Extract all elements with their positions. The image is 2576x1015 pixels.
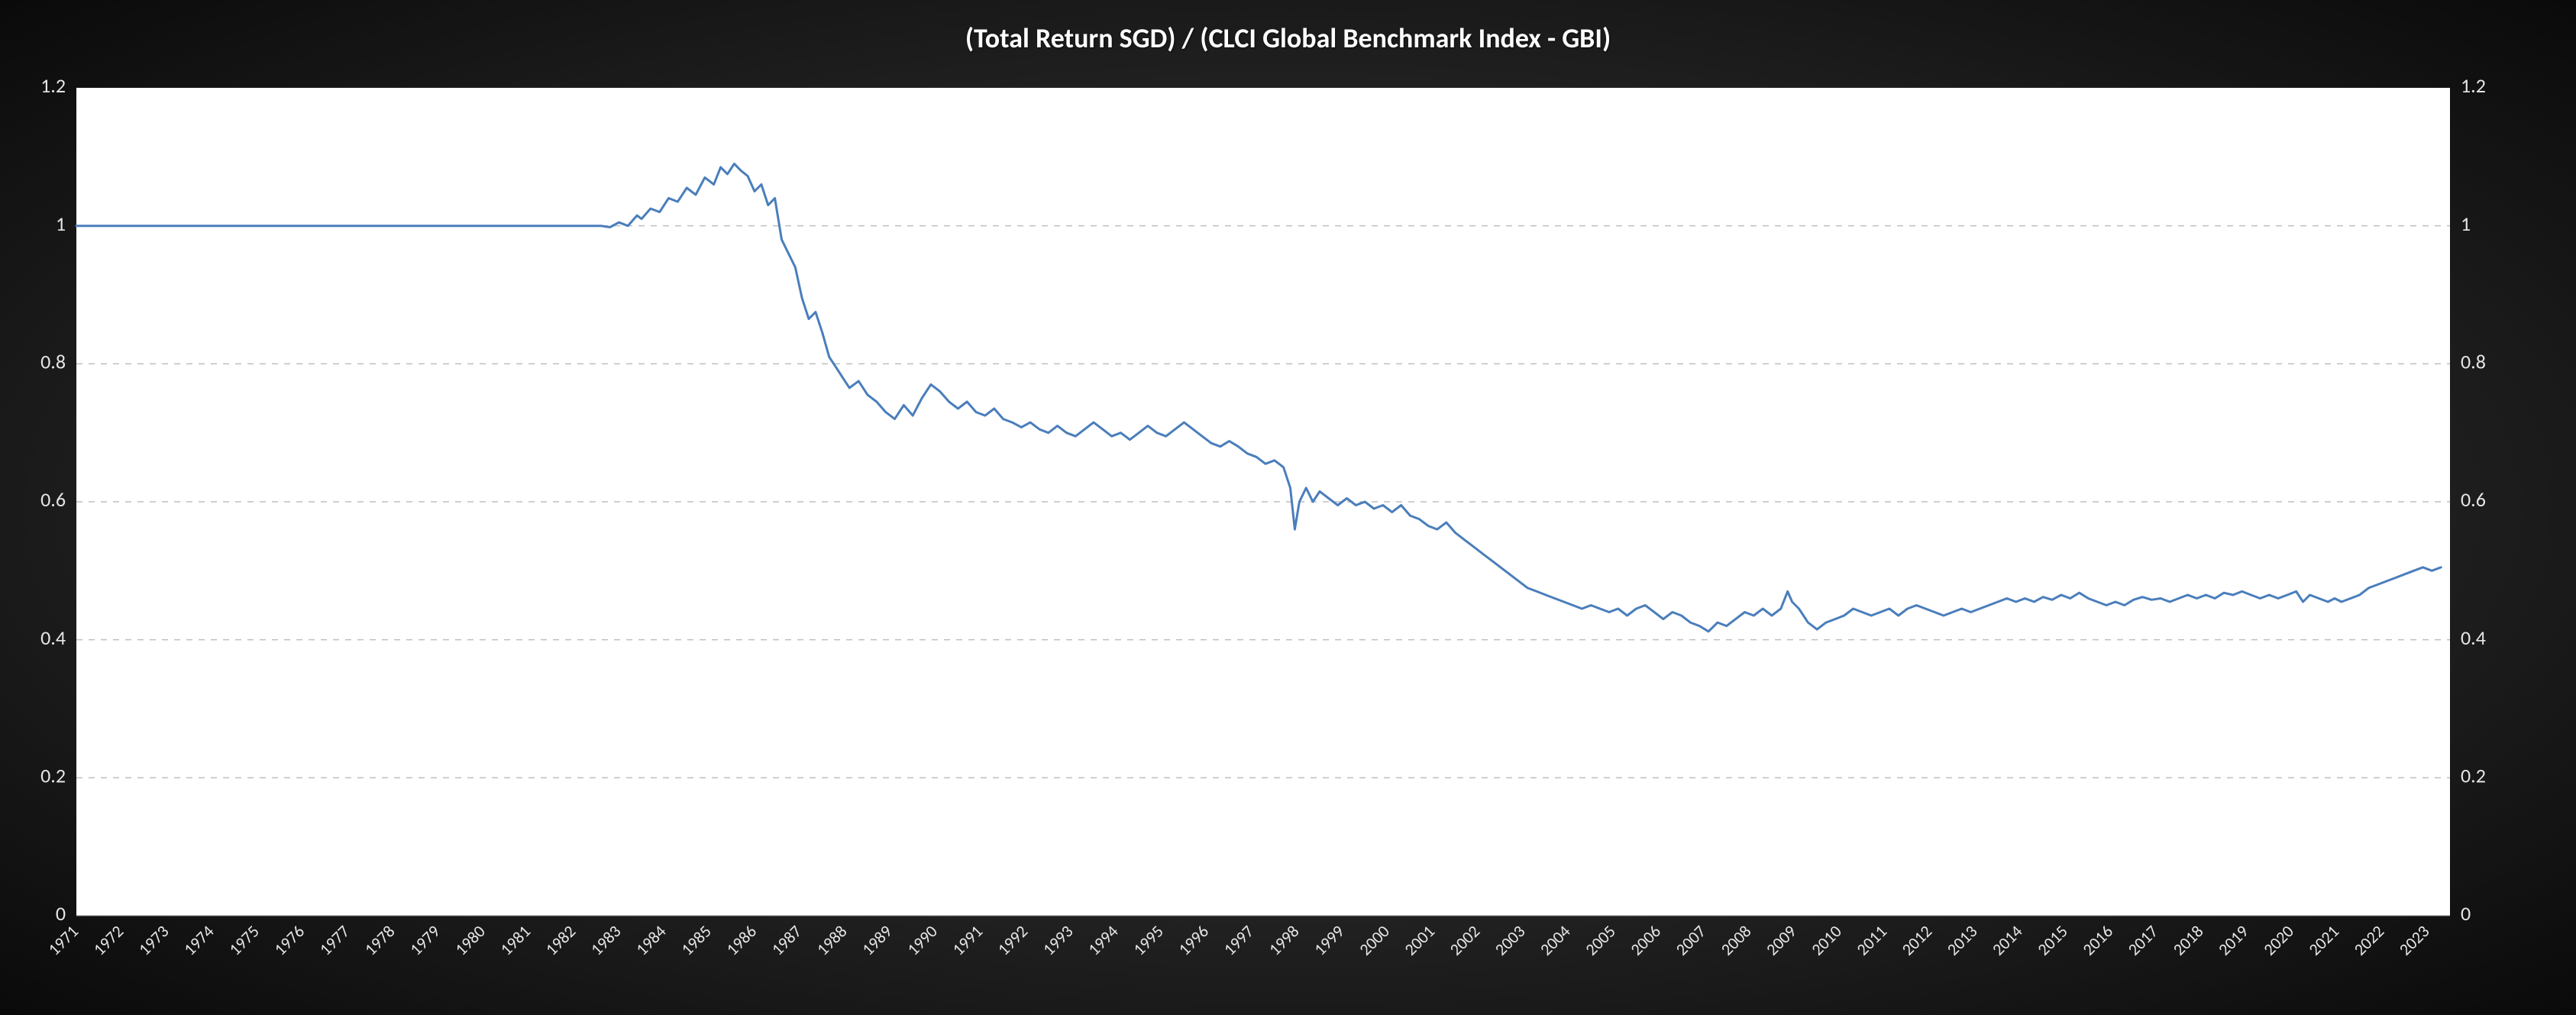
x-tick-label: 2008 xyxy=(1717,921,1756,960)
x-tick-label: 1987 xyxy=(768,921,806,960)
x-tick-label: 1988 xyxy=(813,921,852,960)
y-tick-label-right: 0 xyxy=(2461,901,2471,926)
x-tick-label: 1997 xyxy=(1220,921,1259,960)
x-tick-label: 1993 xyxy=(1039,921,1078,960)
chart-title: (Total Return SGD) / (CLCI Global Benchm… xyxy=(0,21,2576,55)
y-tick-label-right: 0.8 xyxy=(2461,350,2486,374)
x-tick-label: 2003 xyxy=(1491,921,1530,960)
x-tick-label: 1998 xyxy=(1265,921,1304,960)
x-tick-label: 1974 xyxy=(179,921,218,960)
x-tick-label: 2019 xyxy=(2214,921,2253,960)
x-tick-label: 1985 xyxy=(677,921,716,960)
x-tick-label: 1992 xyxy=(994,921,1033,960)
x-tick-label: 2023 xyxy=(2395,921,2434,960)
x-tick-label: 2022 xyxy=(2350,921,2389,960)
x-tick-label: 2017 xyxy=(2124,921,2163,960)
x-tick-label: 1983 xyxy=(587,921,625,960)
x-tick-label: 2013 xyxy=(1943,921,1982,960)
x-tick-label: 2011 xyxy=(1852,921,1891,960)
y-tick-label: 0 xyxy=(56,901,66,926)
x-tick-label: 2004 xyxy=(1536,921,1575,960)
x-tick-label: 2005 xyxy=(1581,921,1620,960)
x-tick-label: 1978 xyxy=(360,921,399,960)
y-tick-label: 0.4 xyxy=(40,625,66,650)
y-tick-label-right: 0.2 xyxy=(2461,764,2486,788)
x-tick-label: 1980 xyxy=(451,921,490,960)
y-tick-label: 1 xyxy=(56,212,66,236)
x-tick-label: 1971 xyxy=(44,921,82,960)
x-tick-label: 2014 xyxy=(1988,921,2027,960)
y-tick-label: 0.8 xyxy=(40,350,66,374)
x-tick-label: 2021 xyxy=(2304,921,2343,960)
x-tick-label: 1977 xyxy=(315,921,354,960)
y-tick-label-right: 0.4 xyxy=(2461,625,2486,650)
x-tick-label: 1976 xyxy=(270,921,309,960)
x-tick-label: 1989 xyxy=(858,921,897,960)
x-tick-label: 1984 xyxy=(632,921,671,960)
x-tick-label: 1973 xyxy=(134,921,173,960)
x-tick-label: 1979 xyxy=(406,921,444,960)
x-tick-label: 2018 xyxy=(2169,921,2208,960)
x-tick-label: 2002 xyxy=(1446,921,1485,960)
y-tick-label: 0.2 xyxy=(40,764,66,788)
x-tick-label: 2015 xyxy=(2033,921,2072,960)
x-tick-label: 1975 xyxy=(225,921,263,960)
y-tick-label: 1.2 xyxy=(40,73,66,98)
x-tick-label: 2012 xyxy=(1898,921,1937,960)
chart-svg: 000.20.20.40.40.60.60.80.8111.21.2197119… xyxy=(0,0,2576,1015)
y-tick-label-right: 1.2 xyxy=(2461,73,2486,98)
x-tick-label: 1999 xyxy=(1310,921,1349,960)
y-tick-label: 0.6 xyxy=(40,487,66,512)
x-tick-label: 2006 xyxy=(1626,921,1665,960)
x-tick-label: 1990 xyxy=(903,921,942,960)
y-tick-label-right: 0.6 xyxy=(2461,487,2486,512)
x-tick-label: 1986 xyxy=(722,921,761,960)
x-tick-label: 2020 xyxy=(2259,921,2298,960)
chart-container: (Total Return SGD) / (CLCI Global Benchm… xyxy=(0,0,2576,1015)
x-tick-label: 2016 xyxy=(2078,921,2117,960)
y-tick-label-right: 1 xyxy=(2461,212,2471,236)
x-tick-label: 1996 xyxy=(1174,921,1213,960)
x-tick-label: 1981 xyxy=(496,921,535,960)
x-tick-label: 1972 xyxy=(89,921,128,960)
x-tick-label: 1982 xyxy=(541,921,580,960)
x-tick-label: 2009 xyxy=(1762,921,1801,960)
x-tick-label: 2010 xyxy=(1807,921,1846,960)
x-tick-label: 1995 xyxy=(1129,921,1168,960)
x-tick-label: 2007 xyxy=(1672,921,1711,960)
x-tick-label: 2000 xyxy=(1355,921,1394,960)
x-tick-label: 1991 xyxy=(948,921,987,960)
x-tick-label: 2001 xyxy=(1400,921,1439,960)
x-tick-label: 1994 xyxy=(1084,921,1123,960)
